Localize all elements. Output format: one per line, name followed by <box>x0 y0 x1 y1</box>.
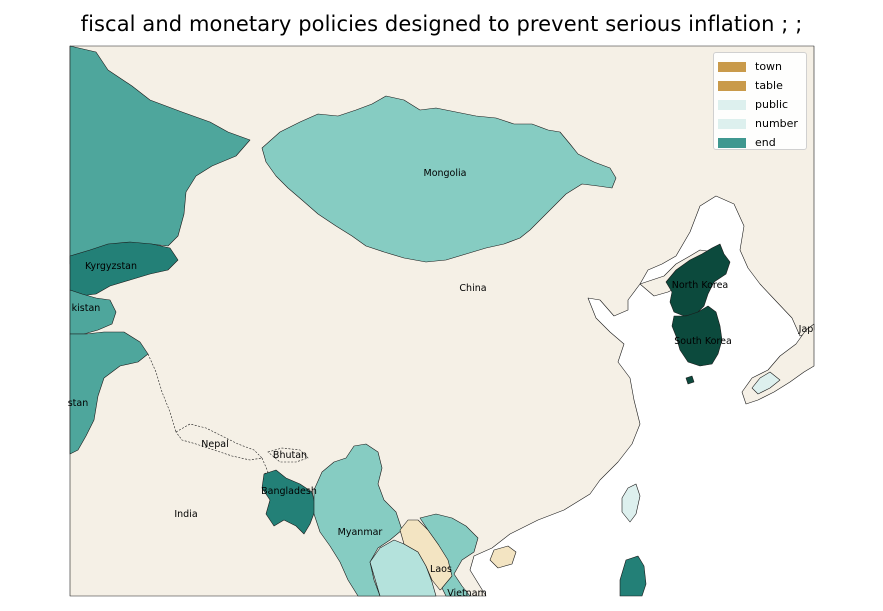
legend-label: number <box>755 117 798 130</box>
map-legend: town table public number end <box>713 52 807 150</box>
country-mongolia <box>261 95 617 263</box>
legend-label: town <box>755 60 783 73</box>
label-vietnam: Vietnam <box>447 588 487 599</box>
label-kyrgyzstan: Kyrgyzstan <box>85 261 137 272</box>
label-afghanistan: stan <box>68 398 89 409</box>
legend-swatch <box>718 99 746 110</box>
land-mainland <box>69 45 815 597</box>
legend-label: public <box>755 98 789 111</box>
country-afghanistan <box>69 331 149 455</box>
label-tajikistan: kistan <box>72 303 101 314</box>
map-title: fiscal and monetary policies designed to… <box>80 12 803 36</box>
label-india: India <box>174 509 197 520</box>
legend-swatch <box>718 118 746 129</box>
legend-swatch <box>718 61 746 72</box>
border-nepal <box>175 423 263 461</box>
country-north-korea <box>665 243 731 317</box>
border-bhutan <box>267 447 309 463</box>
label-bhutan: Bhutan <box>273 450 307 461</box>
label-myanmar: Myanmar <box>338 527 383 538</box>
label-nepal: Nepal <box>201 439 228 450</box>
country-philippines <box>619 555 647 597</box>
label-bangladesh: Bangladesh <box>261 486 317 497</box>
country-south-korea <box>671 305 723 367</box>
legend-item-number: number <box>718 114 806 133</box>
country-bangladesh <box>261 469 317 535</box>
country-vietnam <box>419 513 479 597</box>
japan-highlight <box>751 371 781 395</box>
legend-item-town: town <box>718 57 806 76</box>
legend-swatch <box>718 80 746 91</box>
country-taiwan <box>621 483 641 523</box>
country-myanmar <box>313 443 403 597</box>
label-south-korea: South Korea <box>674 336 732 347</box>
legend-label: end <box>755 136 776 149</box>
label-japan: Jap <box>798 324 814 335</box>
country-jeju <box>685 375 695 385</box>
legend-item-end: end <box>718 133 806 152</box>
label-north-korea: North Korea <box>672 280 729 291</box>
legend-label: table <box>755 79 783 92</box>
legend-item-table: table <box>718 76 806 95</box>
country-hainan <box>489 545 517 569</box>
label-china: China <box>459 283 486 294</box>
label-mongolia: Mongolia <box>424 168 467 179</box>
border-india-myanmar <box>261 457 269 475</box>
legend-item-public: public <box>718 95 806 114</box>
legend-swatch <box>718 137 746 148</box>
label-laos: Laos <box>430 564 452 575</box>
